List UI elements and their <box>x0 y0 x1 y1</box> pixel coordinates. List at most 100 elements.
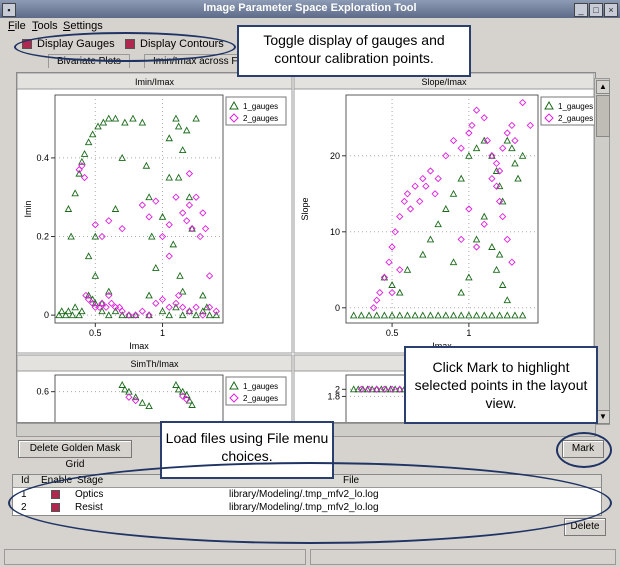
data-point <box>188 225 196 233</box>
chart-title: Imin/Imax <box>135 77 175 87</box>
data-point <box>118 225 126 233</box>
delete-golden-mask-grid-button[interactable]: Delete Golden Mask Grid <box>18 440 132 470</box>
data-point <box>107 299 116 307</box>
data-point <box>165 221 173 229</box>
maximize-icon[interactable]: □ <box>589 3 603 17</box>
data-point <box>480 220 488 228</box>
data-point <box>442 311 450 319</box>
data-point <box>388 385 396 393</box>
data-point <box>121 118 129 126</box>
data-point <box>68 311 77 319</box>
data-point <box>396 212 404 221</box>
menu-file[interactable]: File <box>8 20 26 32</box>
minimize-icon[interactable]: _ <box>574 3 588 17</box>
data-point <box>472 106 481 114</box>
data-point <box>442 205 450 212</box>
data-point <box>75 169 83 177</box>
data-point <box>203 303 211 311</box>
data-point <box>183 395 191 404</box>
data-point <box>185 396 194 404</box>
close-icon[interactable]: × <box>604 3 618 17</box>
data-point <box>212 307 220 315</box>
data-point <box>511 311 519 319</box>
data-point <box>78 307 86 315</box>
data-point <box>78 157 86 165</box>
data-point <box>373 296 381 304</box>
data-point <box>465 273 473 281</box>
data-point <box>152 197 160 205</box>
data-point <box>105 114 113 122</box>
legend-marker <box>544 100 554 110</box>
data-point <box>518 151 527 159</box>
data-point <box>172 193 180 201</box>
x-tick-label: 0.5 <box>386 328 399 338</box>
data-point <box>416 197 424 206</box>
menu-settings[interactable]: Settings <box>63 20 103 32</box>
y-tick-label: 10 <box>330 227 340 237</box>
data-point <box>199 311 207 319</box>
data-point <box>508 144 516 152</box>
data-point <box>91 232 100 240</box>
y-axis-label: Imin <box>23 200 33 217</box>
data-point <box>503 136 512 144</box>
data-point <box>185 169 194 178</box>
data-point <box>118 381 126 388</box>
legend-entry: 1_gauges <box>243 382 278 391</box>
data-point <box>174 122 183 130</box>
data-point <box>205 311 214 319</box>
data-point <box>102 303 110 311</box>
plot-vertical-scrollbar[interactable]: ▲ ▼ <box>594 78 610 425</box>
plot-frame <box>54 94 224 324</box>
data-point <box>131 393 140 401</box>
data-point <box>105 287 113 295</box>
data-point <box>508 121 516 130</box>
data-point <box>492 265 501 273</box>
data-point <box>449 311 458 319</box>
mark-highlight-ellipse <box>556 432 612 468</box>
data-point <box>365 311 373 319</box>
menu-settings-mnemonic: S <box>63 20 71 32</box>
data-point <box>212 311 221 319</box>
data-point <box>165 134 173 142</box>
data-point <box>125 393 133 401</box>
legend-entry: 2_gauges <box>243 114 278 123</box>
status-bar-left <box>4 549 306 565</box>
data-point <box>465 205 473 213</box>
data-point <box>57 307 66 315</box>
data-point <box>498 197 507 205</box>
data-point <box>172 303 180 311</box>
data-point <box>403 190 412 198</box>
data-point <box>480 311 488 319</box>
data-point <box>419 174 427 183</box>
legend-entry: 1_gauges <box>243 102 278 111</box>
data-point <box>80 173 89 182</box>
data-point <box>199 209 207 217</box>
scroll-down-icon[interactable]: ▼ <box>596 410 610 424</box>
data-point <box>158 212 167 220</box>
scroll-up-icon[interactable]: ▲ <box>596 80 610 94</box>
data-point <box>396 311 404 319</box>
data-point <box>121 385 129 393</box>
menu-tools-rest: ools <box>37 20 58 32</box>
data-point <box>480 136 488 144</box>
data-point <box>172 114 180 122</box>
data-point <box>99 118 108 126</box>
data-point <box>55 311 63 319</box>
data-point <box>111 114 120 122</box>
data-point <box>434 311 442 319</box>
data-point <box>105 217 113 225</box>
data-point <box>185 201 194 209</box>
data-point <box>178 311 187 319</box>
legend-marker <box>229 393 239 403</box>
data-point <box>483 136 491 145</box>
data-point <box>400 197 409 206</box>
y-tick-label: 0.6 <box>36 387 49 397</box>
menu-tools[interactable]: Tools <box>32 20 58 32</box>
data-point <box>388 311 396 319</box>
data-point <box>511 159 519 167</box>
window-menu-icon[interactable]: ▪ <box>2 3 16 17</box>
data-point <box>373 385 381 393</box>
window-title: Image Parameter Space Exploration Tool <box>203 2 417 14</box>
scroll-thumb[interactable] <box>596 95 610 137</box>
data-point <box>457 235 465 244</box>
